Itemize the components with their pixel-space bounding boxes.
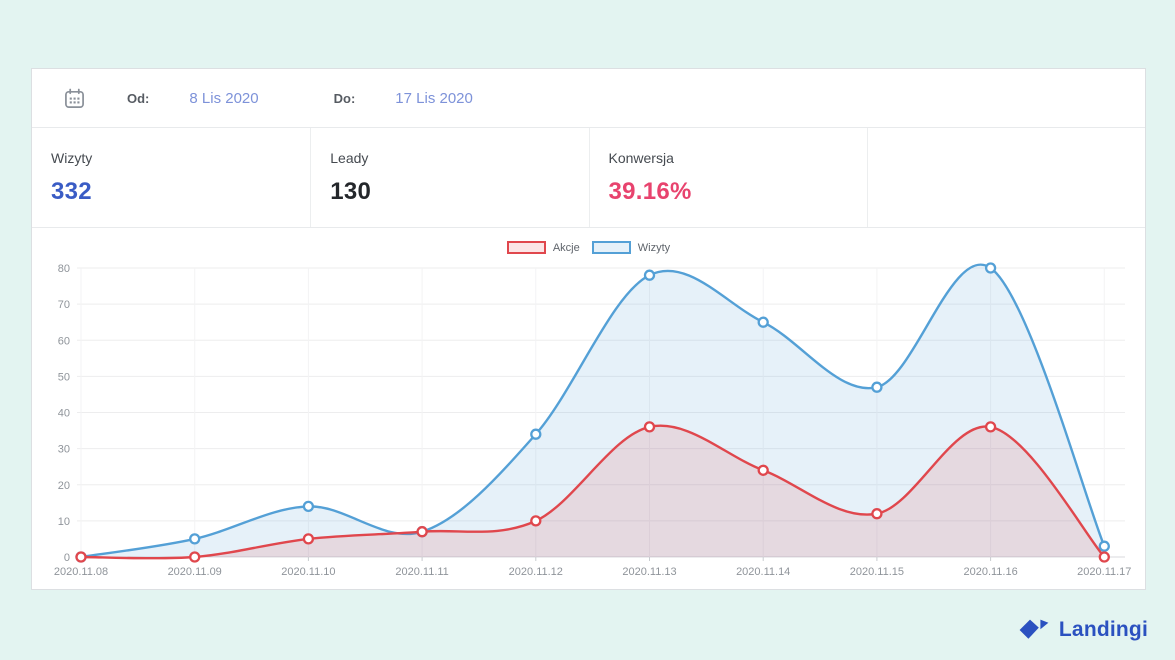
calendar-icon-svg xyxy=(65,88,84,108)
date-from-label: Od: xyxy=(127,90,150,106)
y-tick-label: 30 xyxy=(58,444,70,456)
x-tick-label: 2020.11.13 xyxy=(622,566,676,578)
stat-card-leady: Leady 130 xyxy=(310,128,588,227)
calendar-icon[interactable] xyxy=(64,88,85,109)
data-point-akcje[interactable] xyxy=(189,551,201,563)
x-tick-label: 2020.11.11 xyxy=(395,566,448,578)
series-line-akcje xyxy=(80,424,1106,560)
series-line-wizyty xyxy=(80,263,1106,559)
dashboard-panel: Od: 8 Lis 2020 Do: 17 Lis 2020 Wizyty 33… xyxy=(31,68,1146,590)
legend-swatch xyxy=(591,241,631,254)
x-tick-label: 2020.11.08 xyxy=(54,566,108,578)
landingi-logo-text: Landingi xyxy=(1058,618,1148,641)
stat-card-wizyty: Wizyty 332 xyxy=(32,128,310,227)
stat-label: Konwersja xyxy=(608,150,674,166)
series-area-akcje xyxy=(81,425,1105,559)
stat-card-konwersja: Konwersja 39.16% xyxy=(588,128,867,227)
data-point-akcje[interactable] xyxy=(416,526,428,538)
data-point-akcje[interactable] xyxy=(871,508,883,520)
data-point-wizyty[interactable] xyxy=(302,500,315,513)
data-point-wizyty[interactable] xyxy=(757,316,769,328)
legend-item-akcje[interactable]: Akcje xyxy=(506,241,580,254)
data-point-akcje[interactable] xyxy=(643,421,656,433)
legend-item-wizyty[interactable]: Wizyty xyxy=(591,241,671,254)
y-tick-label: 10 xyxy=(58,516,70,528)
legend-label: Akcje xyxy=(552,241,580,254)
data-point-akcje[interactable] xyxy=(302,533,315,545)
data-point-wizyty[interactable] xyxy=(189,533,201,545)
stat-label: Leady xyxy=(330,150,369,166)
data-point-akcje[interactable] xyxy=(1098,551,1110,563)
y-tick-label: 70 xyxy=(58,299,70,311)
y-tick-label: 80 xyxy=(58,263,70,275)
data-point-akcje[interactable] xyxy=(530,515,542,527)
y-tick-label: 60 xyxy=(58,335,70,347)
x-tick-label: 2020.11.12 xyxy=(509,566,563,578)
series-area-wizyty xyxy=(81,264,1105,557)
stat-card-empty xyxy=(866,128,1145,227)
stats-row: Wizyty 332 Leady 130 Konwersja 39.16% xyxy=(32,128,1145,228)
y-tick-label: 50 xyxy=(58,371,70,383)
stat-value: 130 xyxy=(330,178,372,205)
y-tick-label: 20 xyxy=(58,480,70,492)
stat-value: 39.16% xyxy=(608,178,692,205)
date-range-header: Od: 8 Lis 2020 Do: 17 Lis 2020 xyxy=(32,69,1145,128)
date-from-value[interactable]: 8 Lis 2020 xyxy=(189,89,259,107)
landingi-logo-icon xyxy=(1019,619,1049,639)
chart-legend: Akcje Wizyty xyxy=(32,241,1145,254)
date-to-value[interactable]: 17 Lis 2020 xyxy=(395,89,473,107)
y-tick-label: 0 xyxy=(64,552,70,564)
x-tick-label: 2020.11.16 xyxy=(963,566,1017,578)
stat-value: 332 xyxy=(51,178,92,205)
y-tick-label: 40 xyxy=(58,408,70,420)
x-tick-label: 2020.11.15 xyxy=(850,566,904,578)
data-point-wizyty[interactable] xyxy=(984,262,997,274)
legend-swatch xyxy=(506,241,546,254)
data-point-wizyty[interactable] xyxy=(530,428,542,440)
stat-label: Wizyty xyxy=(51,150,93,166)
chart-section: Akcje Wizyty 0 10 20 30 40 50 60 70 80 2020.11.08 2… xyxy=(32,228,1145,590)
data-point-akcje[interactable] xyxy=(984,421,997,433)
x-tick-label: 2020.11.17 xyxy=(1077,566,1131,578)
legend-label: Wizyty xyxy=(637,241,671,254)
x-tick-label: 2020.11.14 xyxy=(736,566,790,578)
data-point-wizyty[interactable] xyxy=(1098,540,1110,552)
date-to-label: Do: xyxy=(333,90,356,106)
data-point-wizyty[interactable] xyxy=(643,269,656,281)
data-point-akcje[interactable] xyxy=(75,551,87,563)
x-tick-label: 2020.11.09 xyxy=(168,566,222,578)
data-point-wizyty[interactable] xyxy=(871,381,883,393)
data-point-akcje[interactable] xyxy=(757,464,769,476)
landingi-logo: Landingi xyxy=(1018,611,1148,649)
area-chart: 0 10 20 30 40 50 60 70 80 2020.11.08 2020.11.09 202… xyxy=(54,262,1131,578)
x-tick-label: 2020.11.10 xyxy=(281,566,335,578)
